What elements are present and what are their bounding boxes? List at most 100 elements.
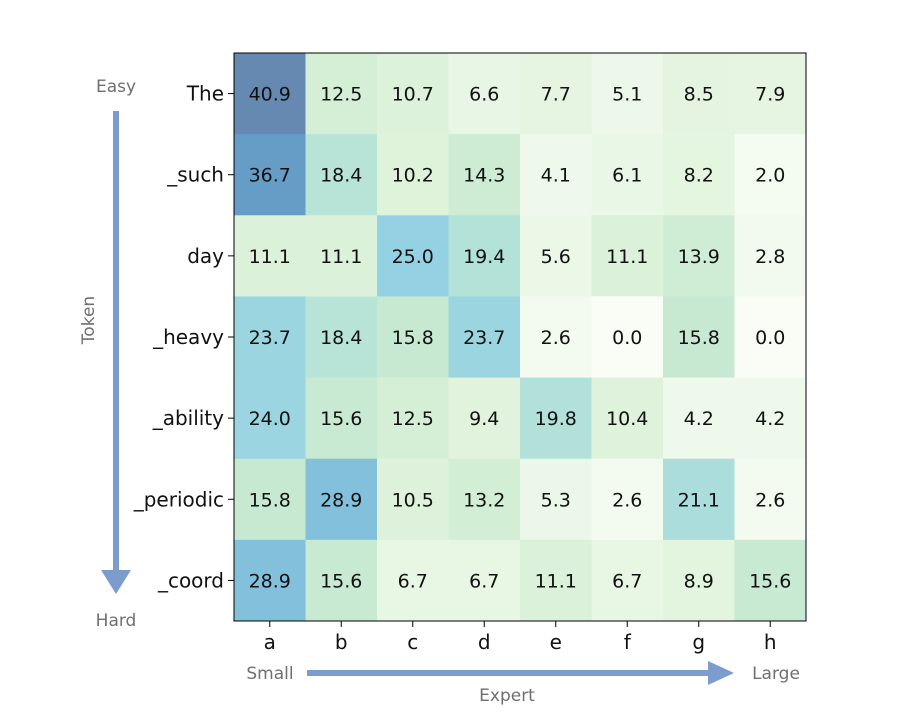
heatmap-cell bbox=[734, 458, 807, 541]
heatmap-cell bbox=[734, 296, 807, 379]
cell-value-label: 6.7 bbox=[469, 570, 499, 592]
cell-value-label: 5.1 bbox=[612, 84, 642, 106]
heatmap-cell bbox=[663, 53, 735, 135]
heatmap-cell bbox=[305, 215, 378, 297]
heatmap-cell bbox=[520, 539, 592, 622]
heatmap-cell bbox=[448, 134, 521, 216]
heatmap-cell bbox=[377, 134, 449, 216]
heatmap-cell bbox=[520, 296, 592, 379]
heatmap-cell bbox=[234, 53, 306, 135]
cell-value-label: 4.1 bbox=[541, 165, 571, 187]
large-label: Large bbox=[752, 664, 800, 684]
cell-value-label: 5.6 bbox=[541, 246, 571, 268]
column-label: f bbox=[624, 630, 632, 654]
cell-value-label: 11.1 bbox=[320, 246, 362, 268]
cell-value-label: 10.4 bbox=[606, 408, 648, 430]
cell-value-label: 15.6 bbox=[320, 570, 362, 592]
cell-value-label: 5.3 bbox=[541, 489, 571, 511]
heatmap-cell bbox=[663, 134, 735, 216]
cell-value-label: 15.6 bbox=[320, 408, 362, 430]
heatmap-cell bbox=[305, 296, 378, 379]
heatmap-cell bbox=[663, 215, 735, 297]
heatmap-cell bbox=[448, 377, 521, 460]
heatmap-cell bbox=[377, 458, 449, 541]
cell-value-label: 6.7 bbox=[398, 570, 428, 592]
heatmap-cell bbox=[663, 296, 735, 379]
heatmap-cell bbox=[734, 377, 807, 460]
cell-value-label: 11.1 bbox=[535, 570, 577, 592]
cell-value-label: 2.6 bbox=[541, 327, 571, 349]
heatmap-cell bbox=[448, 53, 521, 135]
cell-value-label: 6.6 bbox=[469, 84, 499, 106]
row-label: _heavy bbox=[152, 325, 224, 349]
heatmap-cell bbox=[591, 539, 664, 622]
heatmap-cell bbox=[591, 215, 664, 297]
heatmap-cell bbox=[377, 377, 449, 460]
heatmap-cell bbox=[520, 134, 592, 216]
y-arrow-head bbox=[101, 570, 131, 594]
cell-value-label: 18.4 bbox=[320, 165, 362, 187]
cell-value-label: 12.5 bbox=[320, 84, 362, 106]
cell-value-label: 25.0 bbox=[392, 246, 434, 268]
cell-value-label: 28.9 bbox=[249, 570, 291, 592]
cell-value-label: 6.7 bbox=[612, 570, 642, 592]
cell-value-label: 40.9 bbox=[249, 84, 291, 106]
heatmap-cell bbox=[234, 539, 306, 622]
column-label: b bbox=[335, 630, 348, 654]
x-arrow-head bbox=[708, 661, 734, 685]
cell-value-label: 10.7 bbox=[392, 84, 434, 106]
heatmap-cell bbox=[520, 377, 592, 460]
row-label: day bbox=[187, 244, 224, 268]
cell-value-label: 8.2 bbox=[684, 165, 714, 187]
cell-value-label: 6.1 bbox=[612, 165, 642, 187]
cell-value-label: 28.9 bbox=[320, 489, 362, 511]
heatmap-cell bbox=[377, 539, 449, 622]
row-ticks bbox=[228, 93, 234, 581]
heatmap-cell bbox=[591, 53, 664, 135]
column-label: e bbox=[550, 630, 562, 654]
x-axis-title: Expert bbox=[479, 686, 535, 706]
small-label: Small bbox=[246, 664, 293, 684]
cell-value-label: 18.4 bbox=[320, 327, 362, 349]
heatmap-cell bbox=[305, 53, 378, 135]
cell-value-label: 23.7 bbox=[249, 327, 291, 349]
heatmap-cell bbox=[305, 134, 378, 216]
cell-value-label: 13.9 bbox=[678, 246, 720, 268]
cell-value-label: 24.0 bbox=[249, 408, 291, 430]
cell-value-label: 8.9 bbox=[684, 570, 714, 592]
row-label: _coord bbox=[157, 568, 224, 592]
cell-value-label: 36.7 bbox=[249, 165, 291, 187]
heatmap-cell bbox=[377, 296, 449, 379]
cell-value-label: 15.8 bbox=[678, 327, 720, 349]
heatmap-cell bbox=[448, 458, 521, 541]
cell-value-label: 11.1 bbox=[249, 246, 291, 268]
cell-value-label: 13.2 bbox=[463, 489, 505, 511]
heatmap-cell bbox=[663, 377, 735, 460]
hard-label: Hard bbox=[96, 611, 137, 631]
cell-value-label: 8.5 bbox=[684, 84, 714, 106]
heatmap-cell bbox=[377, 215, 449, 297]
heatmap-cell bbox=[234, 458, 306, 541]
cell-value-label: 2.6 bbox=[755, 489, 785, 511]
heatmap-cell bbox=[734, 539, 807, 622]
column-label: d bbox=[478, 630, 491, 654]
heatmap-cell bbox=[520, 215, 592, 297]
heatmap-cell bbox=[448, 296, 521, 379]
heatmap-cell bbox=[591, 134, 664, 216]
column-label: a bbox=[264, 630, 276, 654]
cell-value-label: 14.3 bbox=[463, 165, 505, 187]
cell-value-label: 2.0 bbox=[755, 165, 785, 187]
cell-value-label: 7.9 bbox=[755, 84, 785, 106]
easy-label: Easy bbox=[96, 77, 136, 97]
heatmap-cell bbox=[734, 215, 807, 297]
row-label: _periodic bbox=[133, 487, 224, 511]
heatmap-cell bbox=[591, 296, 664, 379]
cell-value-label: 15.8 bbox=[392, 327, 434, 349]
heatmap-cell bbox=[591, 458, 664, 541]
heatmap-cell bbox=[520, 53, 592, 135]
cell-value-label: 0.0 bbox=[612, 327, 642, 349]
cell-value-label: 0.0 bbox=[755, 327, 785, 349]
cell-value-label: 23.7 bbox=[463, 327, 505, 349]
column-label: c bbox=[407, 630, 418, 654]
